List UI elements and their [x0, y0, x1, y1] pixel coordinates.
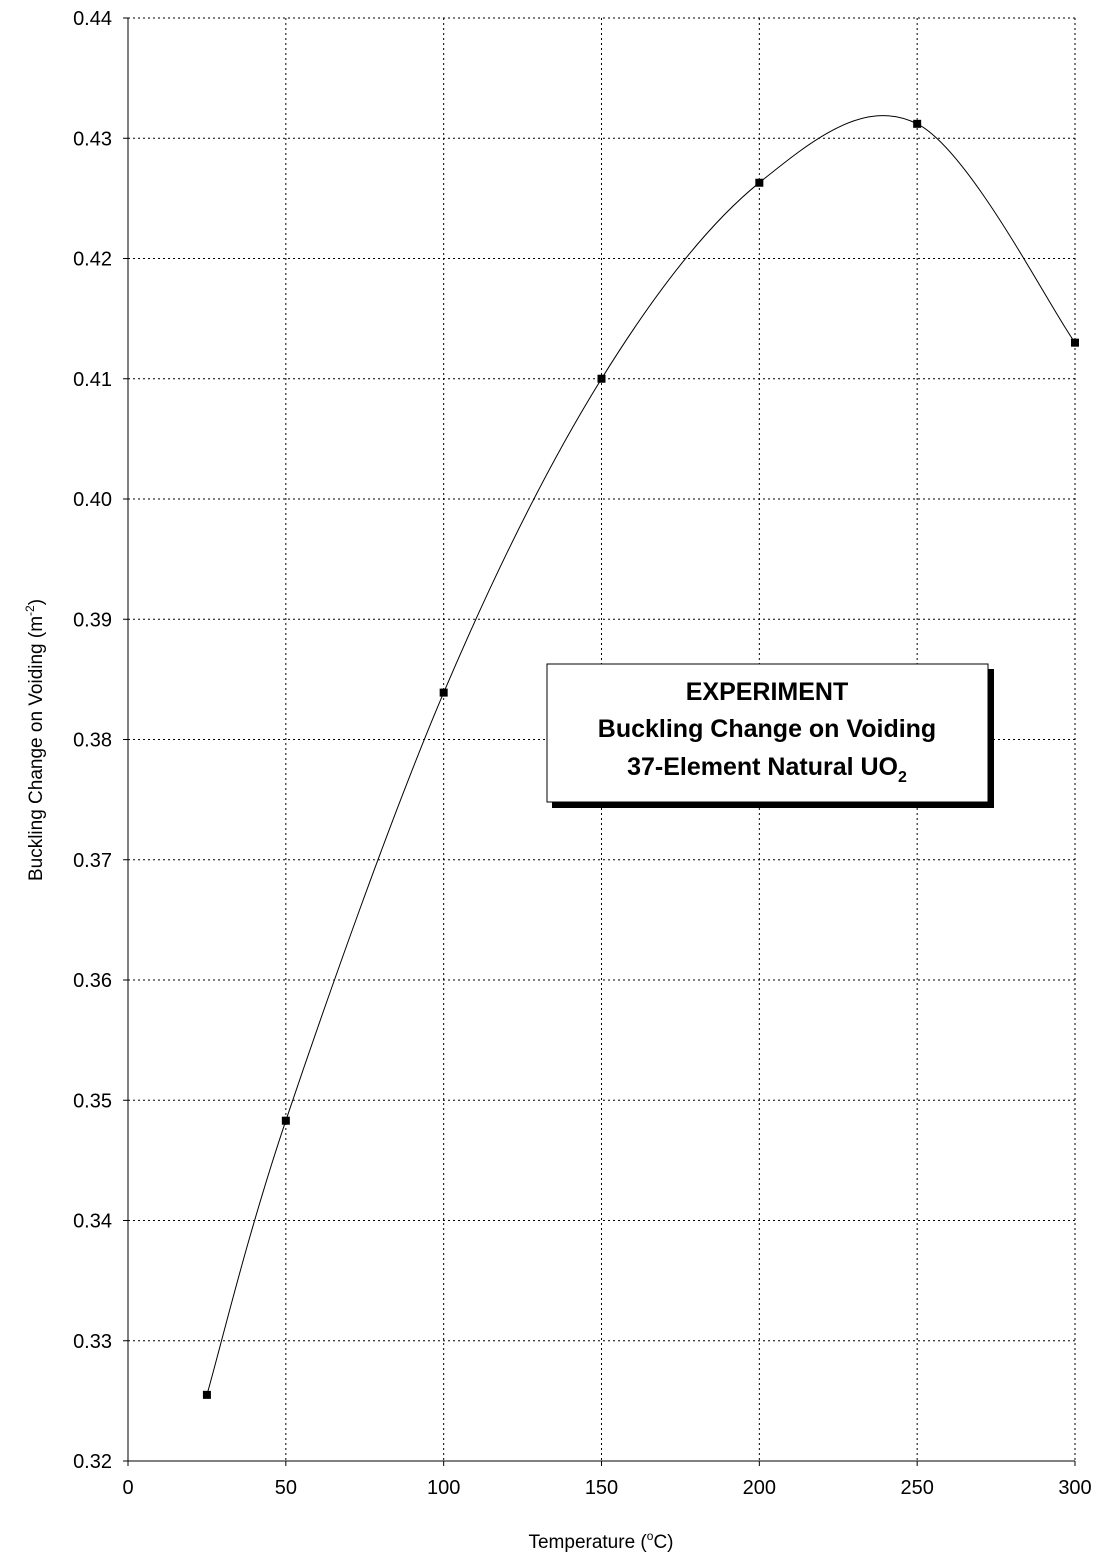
y-tick-label: 0.39	[73, 609, 112, 631]
y-tick-label: 0.33	[73, 1331, 112, 1353]
ticks: 0.32 0.33 0.34 0.35 0.36 0.37 0.38 0.39 0.40 0.41…	[73, 8, 1092, 1499]
x-tick-label: 150	[585, 1477, 618, 1499]
y-tick-label: 0.36	[73, 970, 112, 992]
data-point-marker	[913, 119, 922, 128]
annotation-line-1: EXPERIMENT	[686, 678, 849, 706]
x-tick-label: 300	[1058, 1477, 1091, 1499]
annotation-line-2: Buckling Change on Voiding	[598, 715, 936, 743]
y-tick-label: 0.41	[73, 369, 112, 391]
y-tick-label: 0.34	[73, 1211, 112, 1233]
y-tick-label: 0.40	[73, 489, 112, 511]
x-tick-label: 200	[743, 1477, 776, 1499]
annotation-box: EXPERIMENT Buckling Change on Voiding 37…	[546, 663, 994, 808]
y-tick-label: 0.32	[73, 1451, 112, 1473]
y-tick-label: 0.42	[73, 249, 112, 271]
y-tick-label: 0.38	[73, 730, 112, 752]
y-axis-title: Buckling Change on Voiding (m-2)	[23, 599, 47, 881]
data-point-marker	[755, 178, 764, 187]
data-point-marker	[1071, 338, 1079, 347]
x-tick-label: 100	[427, 1477, 460, 1499]
data-point-marker	[281, 1116, 290, 1125]
x-tick-label: 0	[122, 1477, 133, 1499]
x-tick-label: 250	[900, 1477, 933, 1499]
series	[202, 115, 1079, 1399]
y-axis-title-sup: -2	[23, 605, 37, 616]
data-point-marker	[439, 688, 448, 697]
annotation-frame	[546, 663, 989, 803]
x-tick-label: 50	[275, 1477, 297, 1499]
y-tick-label: 0.44	[73, 8, 112, 30]
annotation-line-3: 37-Element Natural UO2	[627, 753, 907, 786]
annotation-line-3-sub: 2	[898, 769, 907, 786]
y-tick-label: 0.35	[73, 1090, 112, 1112]
y-tick-label: 0.37	[73, 850, 112, 872]
x-axis-title-sup: o	[647, 1529, 654, 1543]
data-point-marker	[202, 1390, 211, 1399]
data-point-marker	[597, 374, 606, 383]
x-axis-title: Temperature (oC)	[528, 1529, 673, 1553]
y-tick-label: 0.43	[73, 128, 112, 150]
